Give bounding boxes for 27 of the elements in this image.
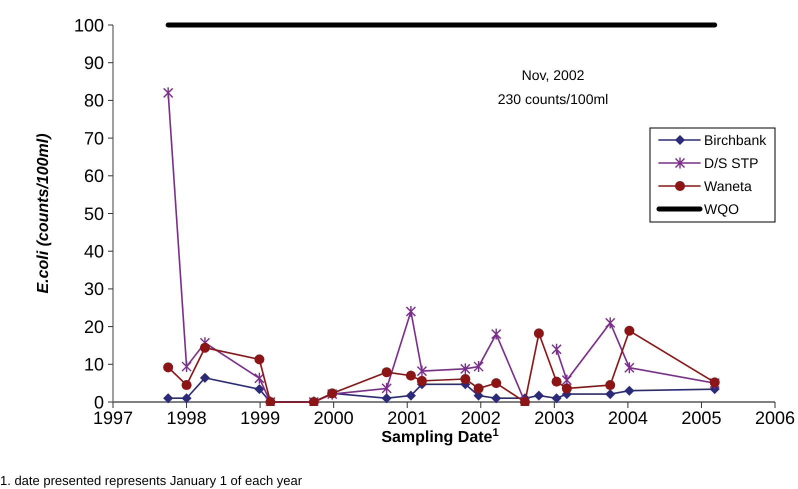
y-axis-title: E.coli (counts/100ml)	[35, 133, 52, 294]
x-tick-label: 1999	[240, 408, 280, 428]
y-tick-label: 80	[84, 90, 104, 111]
x-tick-label: 2003	[534, 408, 574, 428]
x-axis-title: Sampling Date$^{1}$	[381, 427, 499, 446]
y-tick-label: 60	[84, 166, 104, 186]
x-tick-label: 2002	[460, 408, 501, 428]
y-tick-label: 40	[84, 242, 104, 262]
y-tick-label: 90	[84, 53, 104, 73]
y-tick-label: 50	[84, 204, 104, 224]
x-tick-label: 2001	[387, 408, 428, 428]
x-tick-label: 2000	[314, 408, 354, 428]
legend-label: WQO	[704, 200, 740, 217]
legend-label: Birchbank	[704, 132, 768, 148]
text: 1. date presented represents January 1 of each year	[0, 473, 303, 488]
x-tick-label: 2005	[681, 408, 722, 428]
x-tick-label: 2004	[608, 408, 648, 428]
y-tick-label: 20	[84, 316, 104, 337]
y-tick-label: 30	[84, 279, 104, 300]
y-tick-label: 70	[84, 128, 104, 148]
legend-label: D/S STP	[704, 154, 758, 171]
annotation: Nov, 2002 230 counts/100ml	[498, 67, 608, 107]
y-tick-label: 100	[74, 15, 104, 36]
x-tick-label: 2006	[754, 408, 796, 428]
y-tick-label: 10	[84, 354, 104, 375]
legend-label: Waneta	[704, 178, 752, 194]
x-tick-label: 1998	[166, 408, 207, 428]
